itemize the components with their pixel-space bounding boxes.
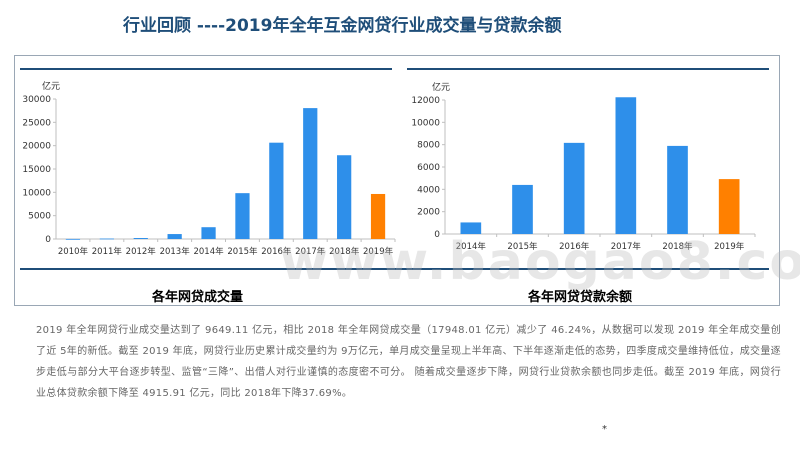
bar-2018年 <box>667 145 688 234</box>
caption-loan-balance: 各年网贷贷款余额 <box>528 290 633 305</box>
bar-2011年 <box>99 238 114 240</box>
chart-loan-balance: 亿元 0 2000 4000 6000 8000 10000 12000 2014年 2015年 2… <box>411 81 756 252</box>
x-tick-label: 2010年 <box>58 246 89 257</box>
bar-2015年 <box>512 184 533 234</box>
y-tick-label: 25000 <box>22 118 51 128</box>
y-tick-label: 12000 <box>411 96 440 106</box>
top-rule-left <box>20 68 392 70</box>
y-axis-unit-label: 亿元 <box>432 81 450 93</box>
bar-2012年 <box>133 238 148 239</box>
x-tick-label: 2017年 <box>611 241 642 252</box>
bar-2016年 <box>269 142 284 239</box>
y-tick-label: 2000 <box>417 208 440 218</box>
x-tick-label: 2018年 <box>329 246 360 257</box>
y-tick-label: 4000 <box>417 185 440 195</box>
bar-2013年 <box>167 234 182 239</box>
bar-2010年 <box>65 238 81 240</box>
y-tick-label: 5000 <box>28 212 51 222</box>
x-tick-label: 2016年 <box>559 241 590 252</box>
y-axis-unit-label: 亿元 <box>42 80 60 92</box>
bar-2015年 <box>235 193 250 239</box>
x-tick-label: 2014年 <box>456 241 487 252</box>
x-tick-label: 2011年 <box>92 246 123 257</box>
y-tick-label: 0 <box>434 230 440 240</box>
bar-2016年 <box>563 142 585 234</box>
y-tick-label: 20000 <box>22 142 51 152</box>
bar-2019年 <box>718 179 740 234</box>
y-tick-label: 6000 <box>417 163 440 173</box>
footnote-mark: * <box>602 424 607 435</box>
bar-2014年 <box>460 222 482 234</box>
y-tick-label: 10000 <box>411 118 440 128</box>
y-tick-label: 30000 <box>22 95 51 105</box>
x-tick-label: 2013年 <box>160 246 191 257</box>
caption-transaction-volume: 各年网贷成交量 <box>152 290 244 305</box>
x-tick-label: 2015年 <box>227 246 258 257</box>
x-tick-label: 2018年 <box>662 241 693 252</box>
x-tick-label: 2019年 <box>363 246 394 257</box>
page-title: 行业回顾 ----2019年全年互金网贷行业成交量与贷款余额 <box>123 16 562 36</box>
bar-2018年 <box>337 155 352 239</box>
top-rule-right <box>407 68 769 70</box>
x-tick-label: 2016年 <box>261 246 292 257</box>
x-tick-label: 2012年 <box>126 246 157 257</box>
y-tick-label: 10000 <box>22 188 51 198</box>
watermark: www.baogao8.com <box>280 232 800 292</box>
y-tick-label: 8000 <box>417 141 440 151</box>
y-tick-label: 0 <box>45 235 51 245</box>
bar-2019年 <box>370 193 386 239</box>
bar-2017年 <box>615 97 637 235</box>
x-tick-label: 2019年 <box>714 241 745 252</box>
chart-panel <box>14 55 780 306</box>
bottom-rule <box>20 268 769 270</box>
bar-2017年 <box>303 108 318 239</box>
description-paragraph: 2019 年全年网贷行业成交量达到了 9649.11 亿元，相比 2018 年全… <box>36 325 781 399</box>
x-tick-label: 2017年 <box>295 246 326 257</box>
bar-2014年 <box>201 227 216 239</box>
y-tick-label: 15000 <box>22 165 51 175</box>
x-tick-label: 2014年 <box>193 246 224 257</box>
x-tick-label: 2015年 <box>507 241 538 252</box>
